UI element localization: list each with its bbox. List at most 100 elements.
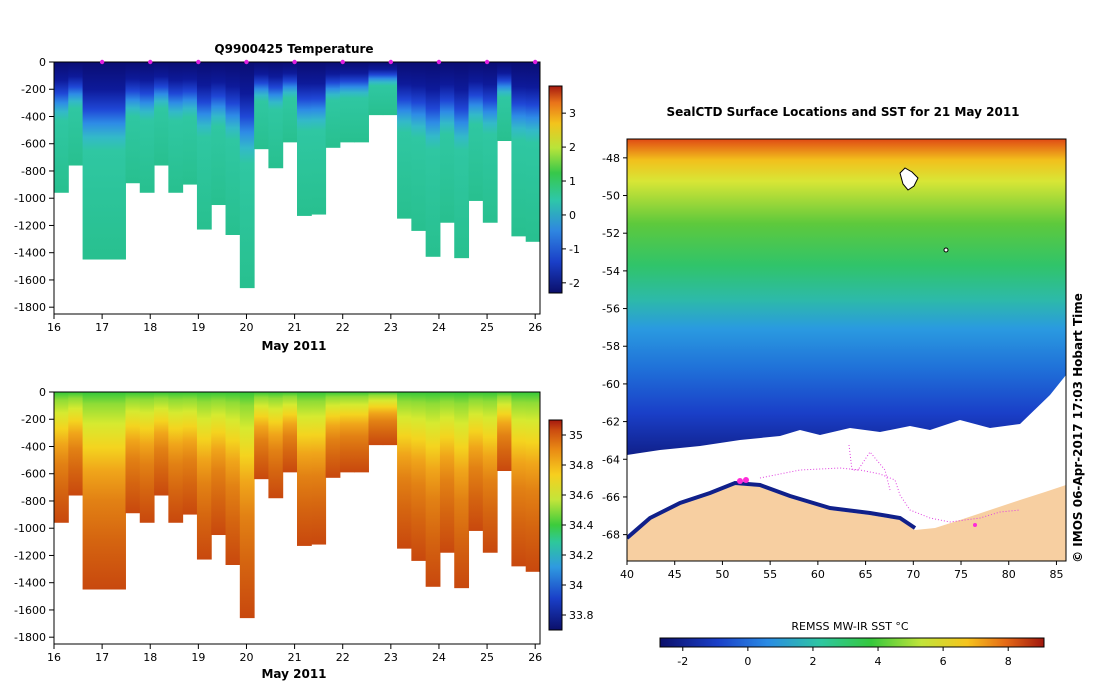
y-tick-label: -800 [21,495,46,508]
lat-tick-label: -56 [602,303,620,316]
salinity-profiles [54,392,541,619]
profile-column [111,392,126,590]
profile-column [468,392,484,531]
sst-colorbar-label: REMSS MW-IR SST °C [791,620,909,633]
lon-tick-label: 60 [811,568,825,581]
lon-tick-label: 75 [954,568,968,581]
colorbar-tick-label: 33.8 [569,609,594,622]
profile-column [211,392,227,536]
profile-column [368,62,384,116]
x-tick-label: 17 [95,651,109,664]
profile-column [297,392,312,546]
seal-location [737,478,743,484]
lon-tick-label: 40 [620,568,634,581]
profile-column [168,392,184,523]
profile-column [525,392,541,572]
y-tick-label: -600 [21,138,46,151]
salinity-y-ticks: 0 -200 -400 -600 -800 -1000 -1200 -1400 -1600 -18… [14,386,54,644]
x-tick-label: 16 [47,651,61,664]
profile-marker [484,59,490,65]
sst-map-panel: SealCTD Surface Locations and SST for 21… [602,105,1085,668]
y-tick-label: -1000 [14,192,46,205]
x-tick-label: 22 [336,651,350,664]
profile-marker [99,59,105,65]
x-tick-label: 16 [47,321,61,334]
temperature-x-ticks: 16 17 18 19 20 21 22 23 24 25 26 [47,314,542,334]
sst-colorbar [659,637,1045,648]
profile-column [111,62,126,260]
lat-tick-label: -52 [602,227,620,240]
credit-text: © IMOS 06-Apr-2017 17:03 Hobart Time [1071,293,1085,563]
coastal-waters [627,480,917,540]
profile-column [68,62,84,166]
lon-tick-label: 55 [763,568,777,581]
profile-column [54,62,69,193]
y-tick-label: -1200 [14,549,46,562]
profile-column [454,62,470,259]
y-tick-label: -400 [21,110,46,123]
profile-column [268,62,284,169]
profile-column [211,62,227,206]
profile-column [54,392,69,523]
profile-column [382,392,398,446]
profile-marker [532,59,538,65]
profile-column [254,62,269,150]
sst-tick-label: 2 [809,655,816,668]
salinity-panel: 0 -200 -400 -600 -800 -1000 -1200 -1400 -1600 -18… [14,386,593,681]
profile-column [311,62,327,215]
x-tick-label: 22 [336,321,350,334]
profile-column [282,392,298,473]
sst-tick-label: 4 [875,655,882,668]
salinity-xlabel: May 2011 [261,667,326,681]
profile-column [497,392,512,472]
x-tick-label: 24 [432,321,446,334]
profile-column [525,62,541,242]
seal-location [973,523,977,527]
y-tick-label: -1600 [14,274,46,287]
profile-column [168,62,184,193]
profile-column [382,62,398,116]
x-tick-label: 18 [143,321,157,334]
lon-tick-label: 65 [859,568,873,581]
y-tick-label: -1400 [14,247,46,260]
profile-column [254,392,269,480]
lon-tick-label: 85 [1049,568,1063,581]
profile-column [139,392,155,523]
x-tick-label: 21 [288,321,302,334]
y-tick-label: -400 [21,440,46,453]
temperature-profiles [54,62,541,289]
profile-column [354,62,369,143]
profile-column [68,392,84,496]
profile-marker [388,59,394,65]
y-tick-label: -1800 [14,301,46,314]
profile-column [511,62,527,237]
profile-column [196,392,212,560]
kerguelen-island [899,167,919,191]
profile-column [397,392,412,549]
temperature-xlabel: May 2011 [261,339,326,353]
y-tick-label: -600 [21,468,46,481]
profile-column [482,62,498,223]
profile-column [354,392,369,473]
x-tick-label: 17 [95,321,109,334]
temperature-title: Q9900425 Temperature [214,42,373,56]
profile-marker [436,59,442,65]
colorbar-tick-label: 3 [569,107,576,120]
x-tick-label: 20 [239,651,253,664]
colorbar-tick-label: 34.8 [569,459,594,472]
profile-column [411,392,427,561]
profile-column [96,62,112,260]
colorbar-tick-label: 34.2 [569,549,594,562]
map-frame [626,138,1067,562]
colorbar-tick-label: -1 [569,243,580,256]
sst-tick-label: 6 [940,655,947,668]
profile-column [125,62,141,184]
colorbar-tick-label: 0 [569,209,576,222]
y-tick-label: 0 [39,386,46,399]
profile-column [225,62,241,235]
temperature-colorbar [548,85,563,294]
y-tick-label: 0 [39,56,46,69]
antarctica-land [627,485,1066,561]
profile-column [497,62,512,142]
